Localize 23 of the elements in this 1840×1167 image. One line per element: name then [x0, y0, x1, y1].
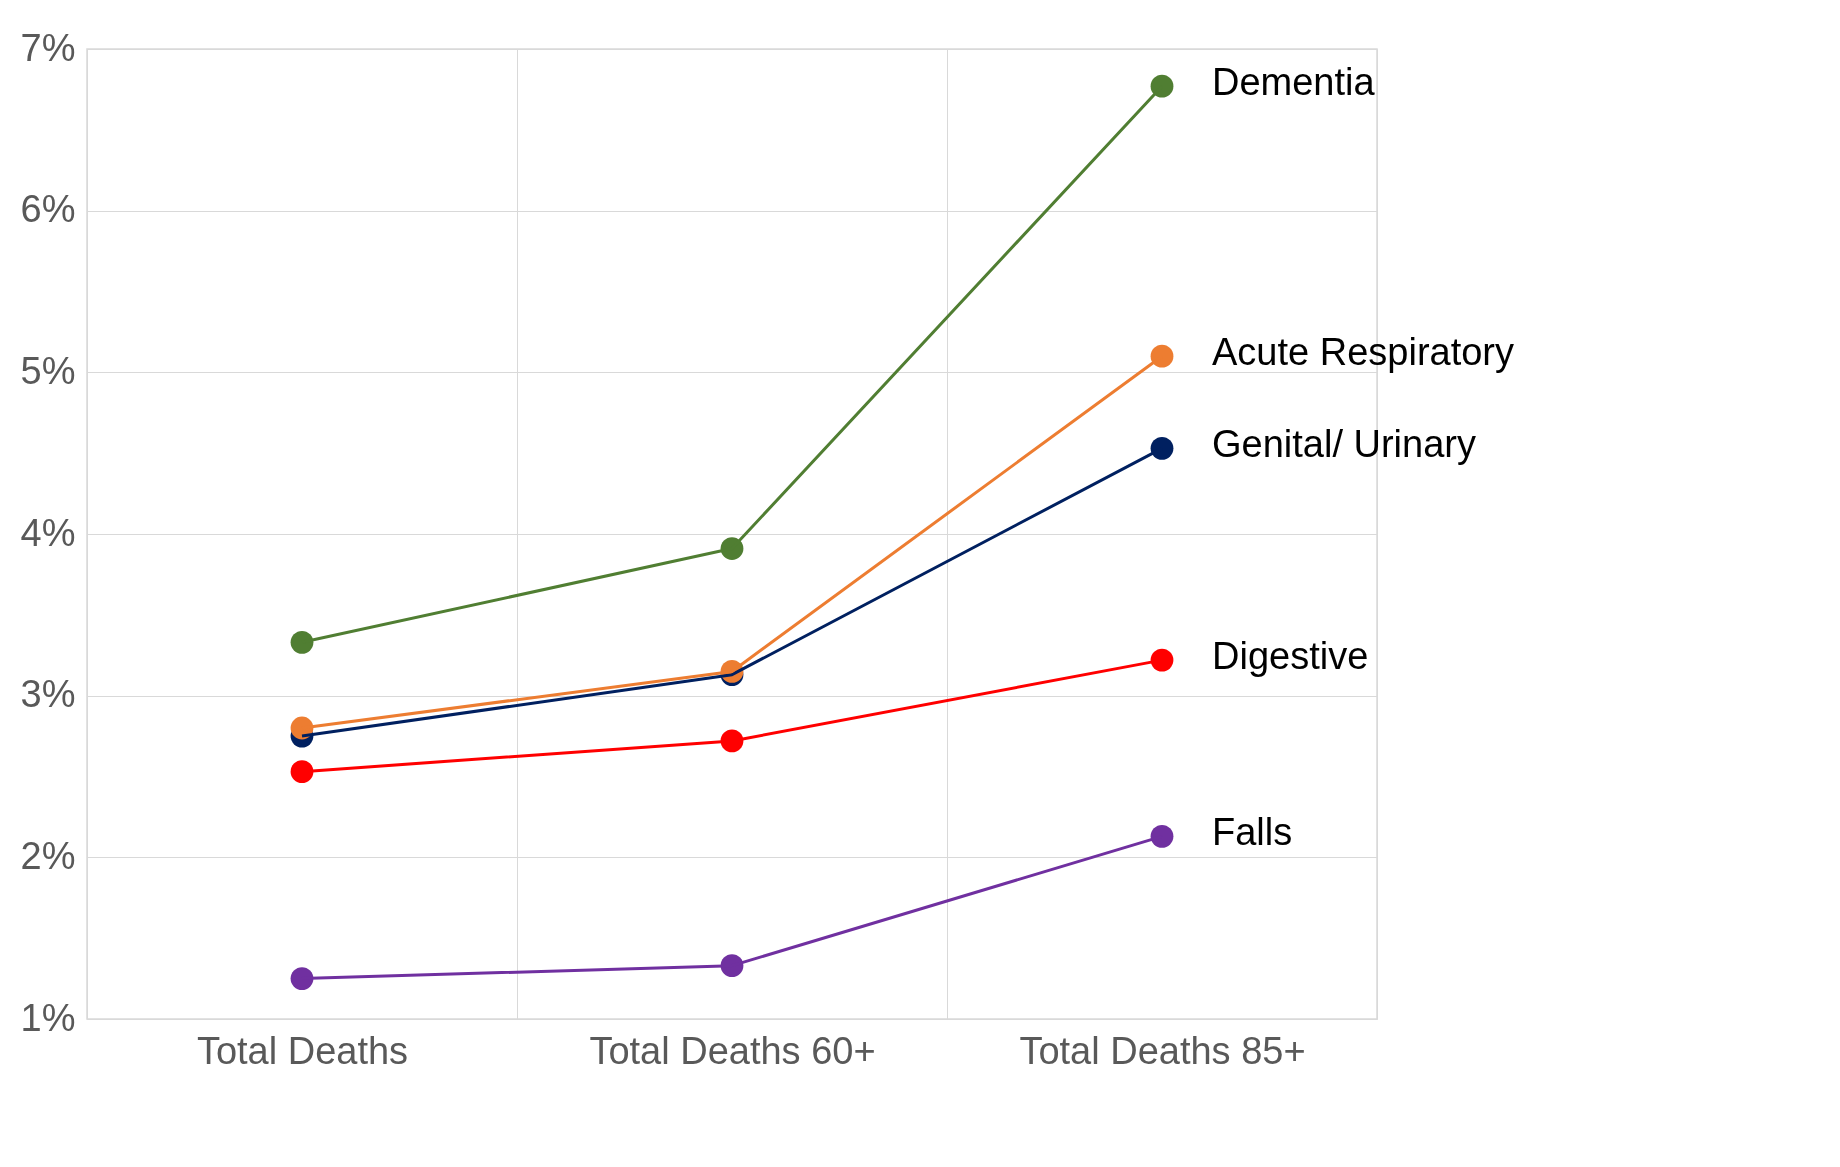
- series-label: Falls: [1212, 811, 1293, 854]
- series-label: Dementia: [1212, 61, 1376, 104]
- x-tick-label: Total Deaths: [196, 1029, 409, 1072]
- y-tick-label: 3%: [20, 673, 76, 716]
- series-label: Genital/ Urinary: [1212, 423, 1476, 466]
- y-tick-label: 1%: [20, 996, 76, 1039]
- point: [1150, 344, 1174, 368]
- point: [1150, 648, 1174, 672]
- point: [1150, 824, 1174, 848]
- point: [290, 760, 314, 784]
- x-tick-label: Total Deaths 60+: [589, 1029, 876, 1072]
- x-tick-label: Total Deaths 85+: [1019, 1029, 1306, 1072]
- point: [1150, 74, 1174, 98]
- point: [290, 630, 314, 654]
- y-tick-label: 6%: [20, 188, 76, 231]
- y-tick-label: 4%: [20, 511, 76, 554]
- y-tick-label: 7%: [20, 26, 76, 69]
- series-label: Acute Respiratory: [1212, 331, 1515, 374]
- point: [1150, 436, 1174, 460]
- y-tick-label: 2%: [20, 834, 76, 877]
- y-tick-label: 5%: [20, 349, 76, 392]
- series-label: Digestive: [1212, 635, 1369, 678]
- point: [290, 967, 314, 990]
